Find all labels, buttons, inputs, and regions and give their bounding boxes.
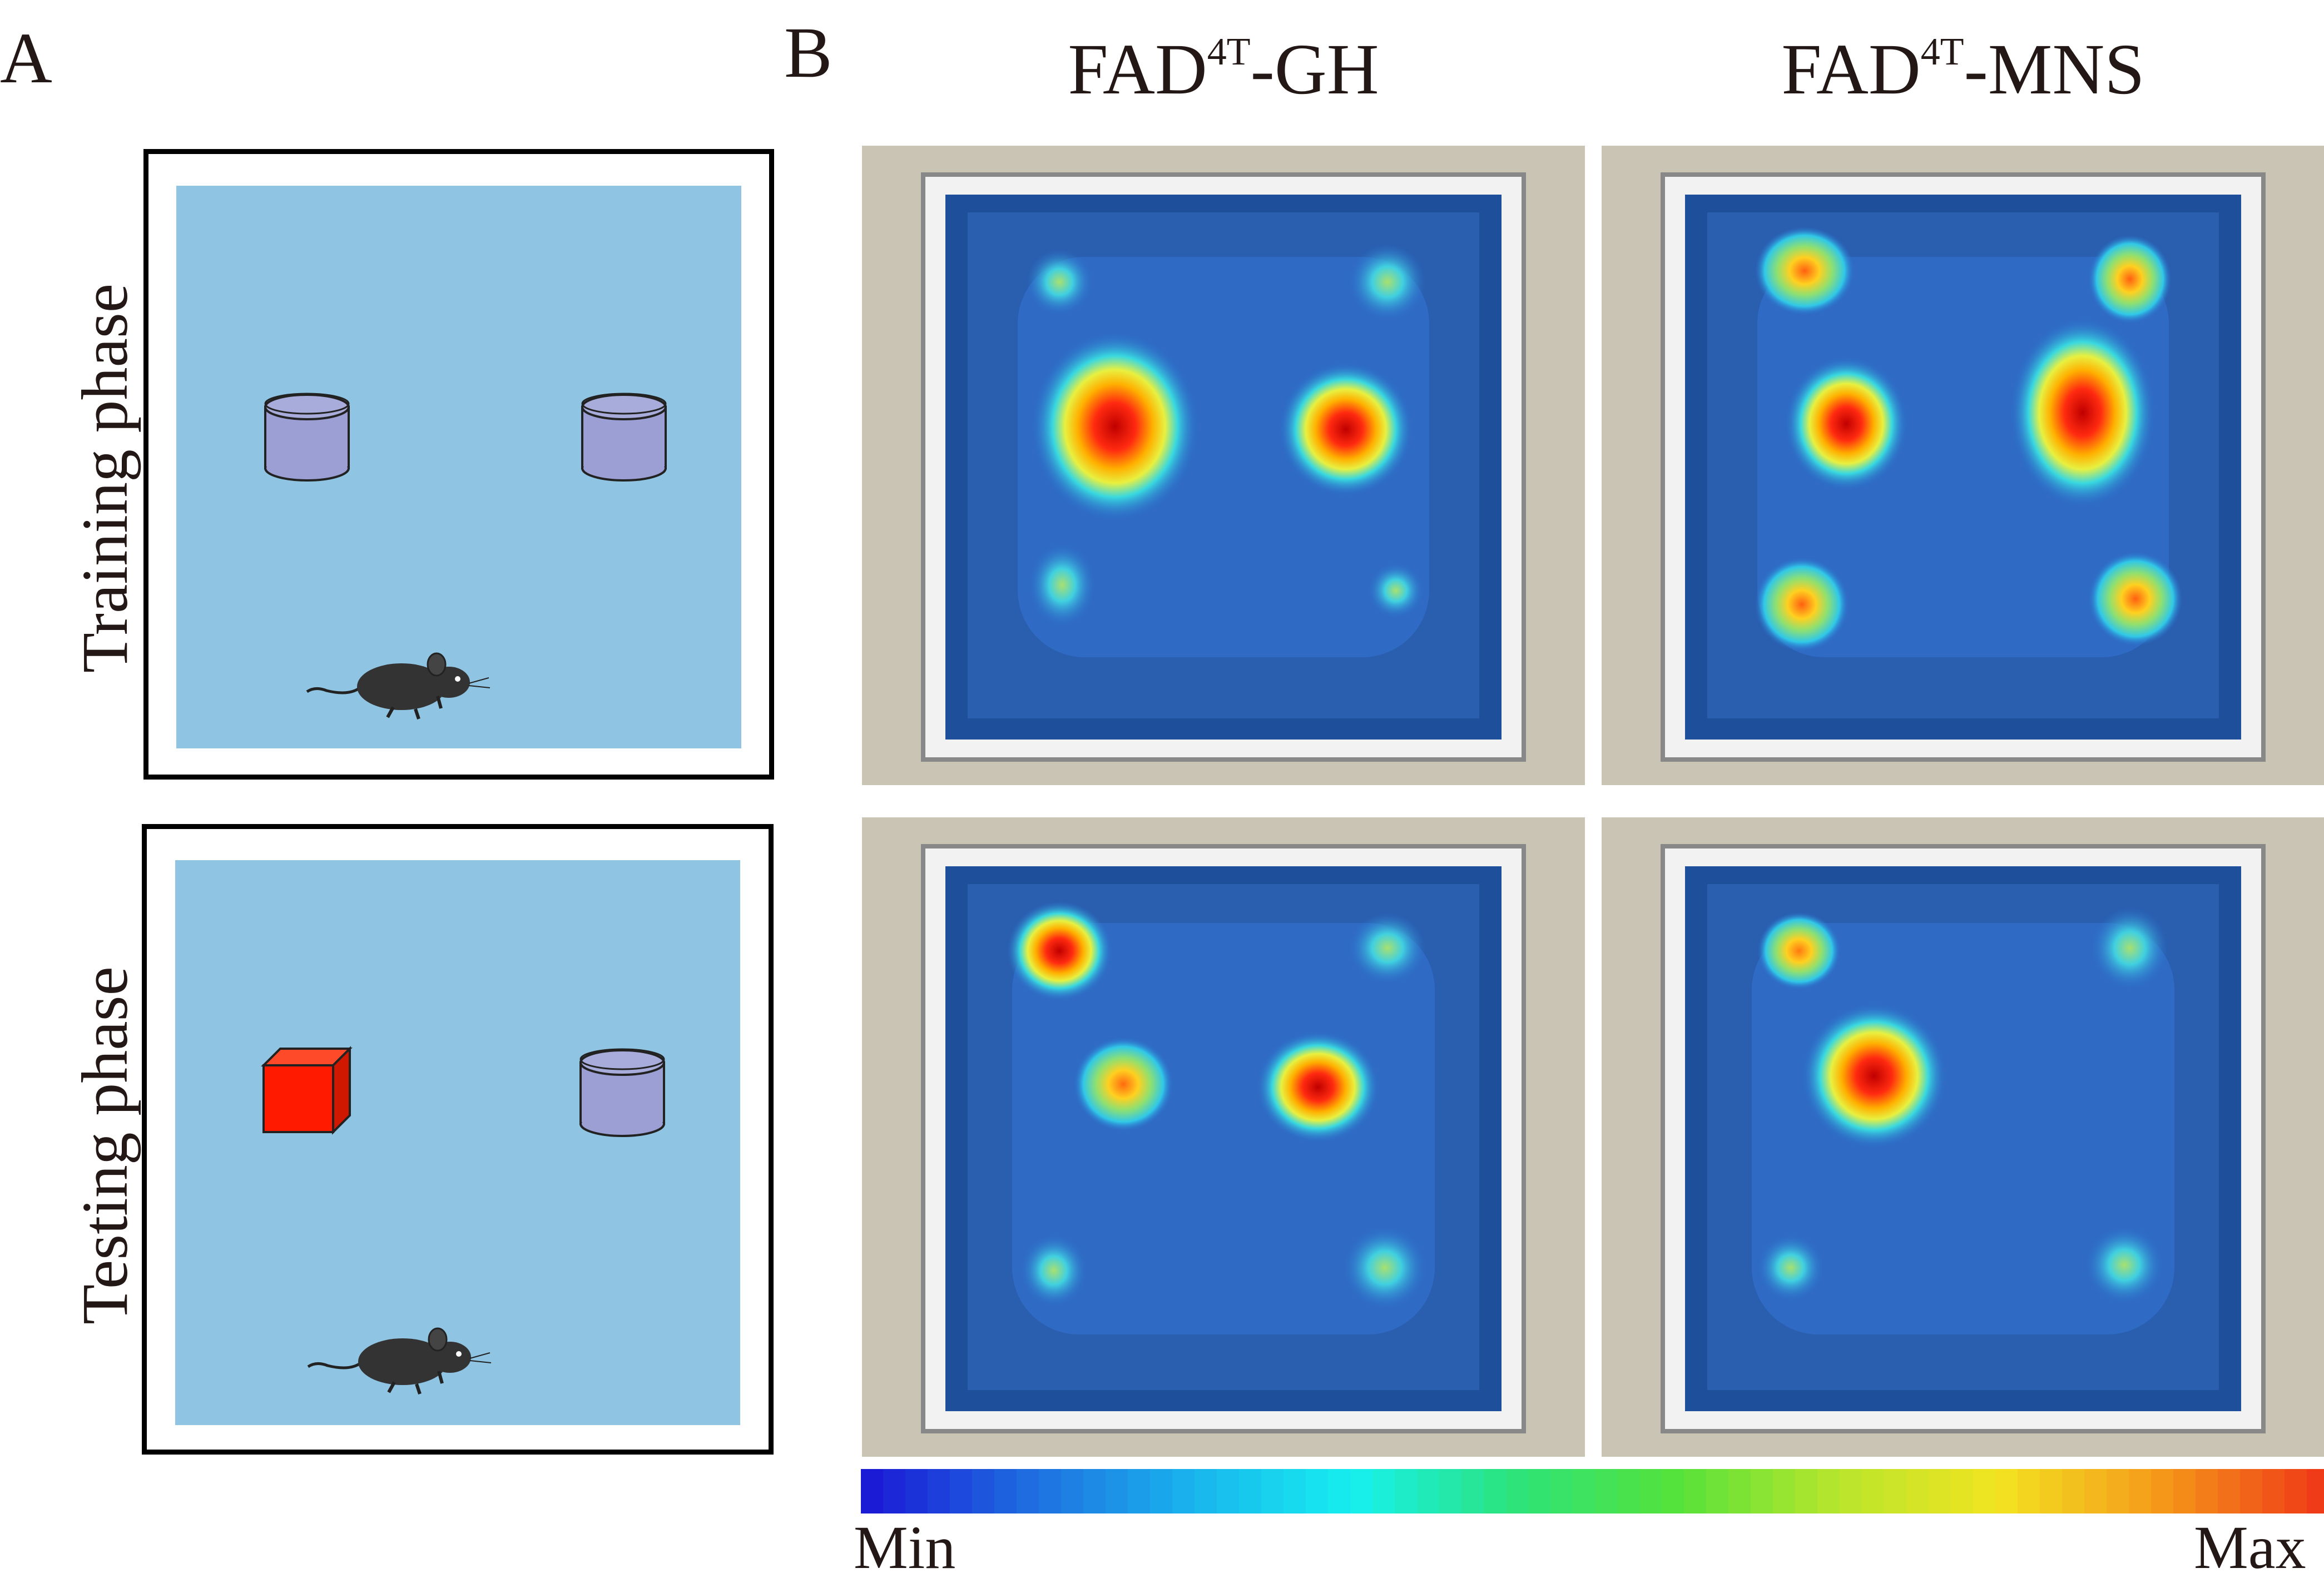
- colorbar-segment: [1617, 1469, 1640, 1513]
- colorbar-segment: [2240, 1469, 2263, 1513]
- colorbar-segment: [1372, 1469, 1395, 1513]
- heatmap-image: [862, 817, 1585, 1457]
- colorbar-segment: [2018, 1469, 2040, 1513]
- colorbar-segment: [1261, 1469, 1284, 1513]
- mouse-icon: [306, 652, 490, 719]
- colorbar-segment: [1083, 1469, 1106, 1513]
- colorbar-segment: [1150, 1469, 1173, 1513]
- familiar-object-right: [579, 1048, 665, 1137]
- colorbar-segment: [950, 1469, 973, 1513]
- colorbar-segment: [1106, 1469, 1128, 1513]
- colorbar-segment: [2307, 1469, 2324, 1513]
- colorbar-gradient: [861, 1469, 2324, 1513]
- colorbar-segment: [1751, 1469, 1773, 1513]
- colorbar-segment: [1662, 1469, 1684, 1513]
- column-title-mns: FAD4T-MNS: [1781, 29, 2145, 110]
- colorbar-segment: [1350, 1469, 1373, 1513]
- colorbar-segment: [1284, 1469, 1306, 1513]
- colorbar-segment: [1995, 1469, 2018, 1513]
- training-arena: [143, 149, 774, 780]
- colorbar-segment: [1840, 1469, 1862, 1513]
- colorbar-segment: [905, 1469, 928, 1513]
- panel-b-label: B: [784, 13, 833, 93]
- colorbar-segment: [2107, 1469, 2129, 1513]
- colorbar-segment: [1639, 1469, 1662, 1513]
- colorbar-segment: [1595, 1469, 1618, 1513]
- heatmap-training-mns: [1602, 146, 2324, 785]
- colorbar-segment: [2129, 1469, 2152, 1513]
- colorbar-segment: [1195, 1469, 1217, 1513]
- colorbar-segment: [1973, 1469, 1996, 1513]
- colorbar-segment: [1461, 1469, 1484, 1513]
- colorbar-segment: [1395, 1469, 1418, 1513]
- colorbar-segment: [1172, 1469, 1195, 1513]
- heatmap-testing-mns: [1602, 817, 2324, 1457]
- colorbar-segment: [2040, 1469, 2063, 1513]
- testing-arena: [142, 824, 774, 1455]
- colorbar-segment: [1328, 1469, 1351, 1513]
- colorbar-segment: [1217, 1469, 1240, 1513]
- novel-object-cube: [261, 1046, 353, 1135]
- familiar-object-left: [264, 393, 350, 482]
- colorbar-segment: [861, 1469, 884, 1513]
- heatmap-image: [862, 146, 1585, 785]
- colorbar-segment: [1862, 1469, 1885, 1513]
- colorbar-segment: [1884, 1469, 1907, 1513]
- mouse-icon: [307, 1327, 492, 1395]
- colorbar-segment: [2173, 1469, 2196, 1513]
- column-title-gh: FAD4T-GH: [1068, 29, 1379, 110]
- row-label-testing: Testing phase: [68, 966, 141, 1324]
- colorbar-segment: [1906, 1469, 1929, 1513]
- colorbar-segment: [972, 1469, 995, 1513]
- colorbar-segment: [1439, 1469, 1462, 1513]
- familiar-object-right: [581, 393, 667, 482]
- colorbar-segment: [2262, 1469, 2285, 1513]
- colorbar-segment: [1684, 1469, 1707, 1513]
- heatmap-image: [1602, 817, 2324, 1457]
- training-arena-objects: [264, 393, 667, 719]
- colorbar-segment: [1706, 1469, 1729, 1513]
- colorbar-segment: [2196, 1469, 2218, 1513]
- colorbar-segment: [2218, 1469, 2241, 1513]
- row-label-training: Training phase: [68, 283, 141, 673]
- colorbar-segment: [1017, 1469, 1039, 1513]
- colorbar-segment: [1239, 1469, 1262, 1513]
- colorbar-segment: [2062, 1469, 2085, 1513]
- heatmap-image: [1602, 146, 2324, 785]
- colorbar-segment: [1039, 1469, 1062, 1513]
- colorbar-segment: [2285, 1469, 2307, 1513]
- colorbar-min-label: Min: [854, 1513, 956, 1581]
- colorbar-segment: [1306, 1469, 1329, 1513]
- colorbar-segment: [1506, 1469, 1529, 1513]
- colorbar-segment: [1061, 1469, 1084, 1513]
- colorbar-segment: [1951, 1469, 1974, 1513]
- colorbar-segment: [928, 1469, 950, 1513]
- colorbar-segment: [1817, 1469, 1840, 1513]
- colorbar-segment: [1417, 1469, 1440, 1513]
- colorbar-segment: [1528, 1469, 1551, 1513]
- colorbar-segment: [883, 1469, 906, 1513]
- heatmap-testing-gh: [862, 817, 1585, 1457]
- colorbar-segment: [994, 1469, 1017, 1513]
- colorbar-segment: [1128, 1469, 1151, 1513]
- colorbar-max-label: Max: [2194, 1513, 2306, 1581]
- colorbar-segment: [2151, 1469, 2174, 1513]
- colorbar-segment: [1773, 1469, 1796, 1513]
- panel-a-label: A: [0, 18, 52, 98]
- colorbar-segment: [1550, 1469, 1573, 1513]
- colorbar-segment: [1728, 1469, 1751, 1513]
- colorbar: [861, 1469, 2324, 1513]
- colorbar-segment: [1484, 1469, 1507, 1513]
- colorbar-segment: [1573, 1469, 1595, 1513]
- colorbar-segment: [2084, 1469, 2107, 1513]
- colorbar-segment: [1929, 1469, 1951, 1513]
- arena-floor: [175, 860, 740, 1425]
- colorbar-segment: [1795, 1469, 1818, 1513]
- testing-arena-objects: [261, 1046, 665, 1395]
- heatmap-training-gh: [862, 146, 1585, 785]
